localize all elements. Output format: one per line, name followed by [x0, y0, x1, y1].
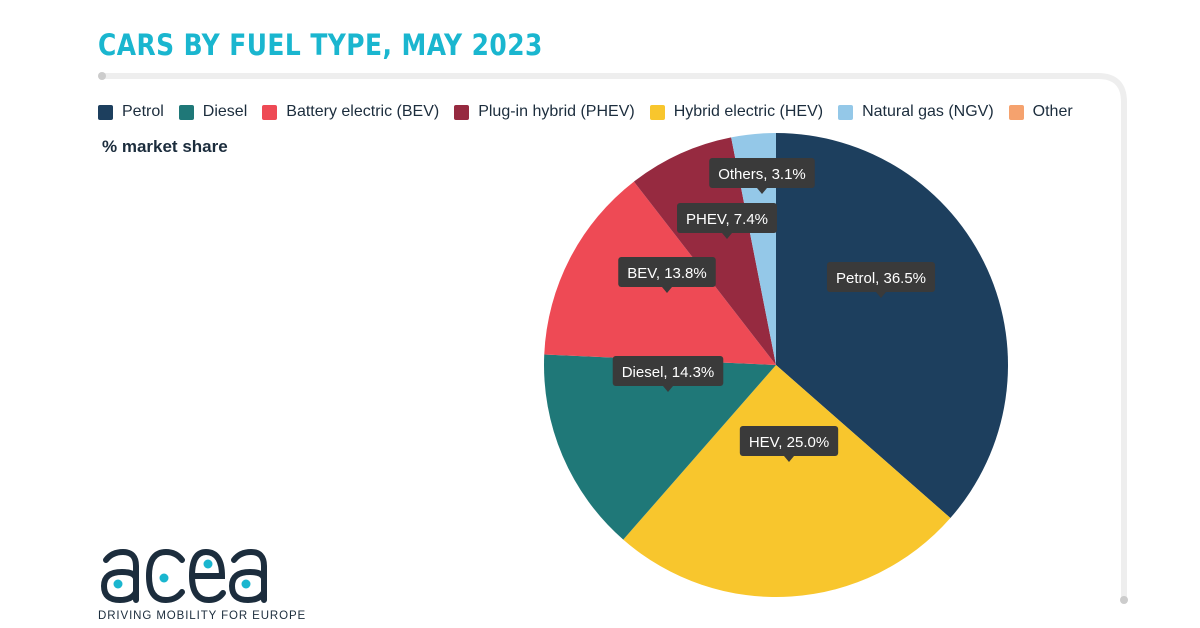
chart-legend: Petrol Diesel Battery electric (BEV) Plug-i…: [98, 103, 1088, 121]
data-label: PHEV, 7.4%: [677, 203, 777, 239]
data-label: Petrol, 36.5%: [826, 262, 936, 298]
chart-title: CARS BY FUEL TYPE, MAY 2023: [98, 28, 543, 62]
frame-dot-bottom: [1120, 596, 1128, 604]
acea-logo: [100, 548, 267, 604]
legend-item: Other: [1008, 103, 1073, 121]
legend-item: Battery electric (BEV): [262, 103, 439, 121]
legend-label: Battery electric (BEV): [286, 103, 440, 120]
data-label: HEV, 25.0%: [739, 426, 839, 462]
legend-swatch: [454, 104, 470, 120]
legend-swatch: [838, 104, 854, 120]
chart-subtitle: % market share: [102, 137, 228, 156]
data-label: Diesel, 14.3%: [612, 356, 724, 392]
pie-slice-natural-gas-ngv: [731, 133, 776, 365]
legend-label: Other: [1032, 103, 1073, 120]
legend-swatch: [649, 104, 665, 120]
data-label-text: Others, 3.1%: [718, 166, 806, 183]
pie-slice-petrol: [776, 133, 1008, 519]
legend-item: Petrol: [98, 103, 164, 121]
data-label-text: Petrol, 36.5%: [836, 270, 926, 287]
legend-swatch: [262, 104, 278, 120]
legend-item: Hybrid electric (HEV): [649, 103, 824, 121]
pie-slice-diesel: [543, 354, 776, 540]
data-label-text: BEV, 13.8%: [627, 265, 707, 282]
data-label: BEV, 13.8%: [618, 257, 716, 293]
legend-item: Natural gas (NGV): [838, 103, 994, 121]
legend-item: Plug-in hybrid (PHEV): [454, 103, 635, 121]
legend-swatch: [1008, 104, 1024, 120]
legend-label: Diesel: [202, 103, 248, 120]
logo-tagline: DRIVING MOBILITY FOR EUROPE: [98, 610, 307, 622]
legend-label: Natural gas (NGV): [862, 103, 994, 120]
frame-dot-left: [98, 72, 106, 80]
legend-swatch: [98, 104, 113, 120]
pie-slice-plug-in-hybrid-phev: [633, 137, 776, 365]
legend-label: Petrol: [122, 103, 164, 120]
legend-swatch: [178, 104, 194, 120]
pie-slice-hybrid-electric-hev: [623, 365, 951, 598]
data-label-text: HEV, 25.0%: [749, 434, 829, 451]
legend-label: Plug-in hybrid (PHEV): [478, 103, 635, 120]
legend-label: Hybrid electric (HEV): [673, 103, 824, 120]
data-label: Others, 3.1%: [709, 158, 815, 194]
data-label-text: PHEV, 7.4%: [686, 211, 768, 228]
data-label-text: Diesel, 14.3%: [622, 364, 715, 381]
legend-item: Diesel: [178, 103, 248, 121]
